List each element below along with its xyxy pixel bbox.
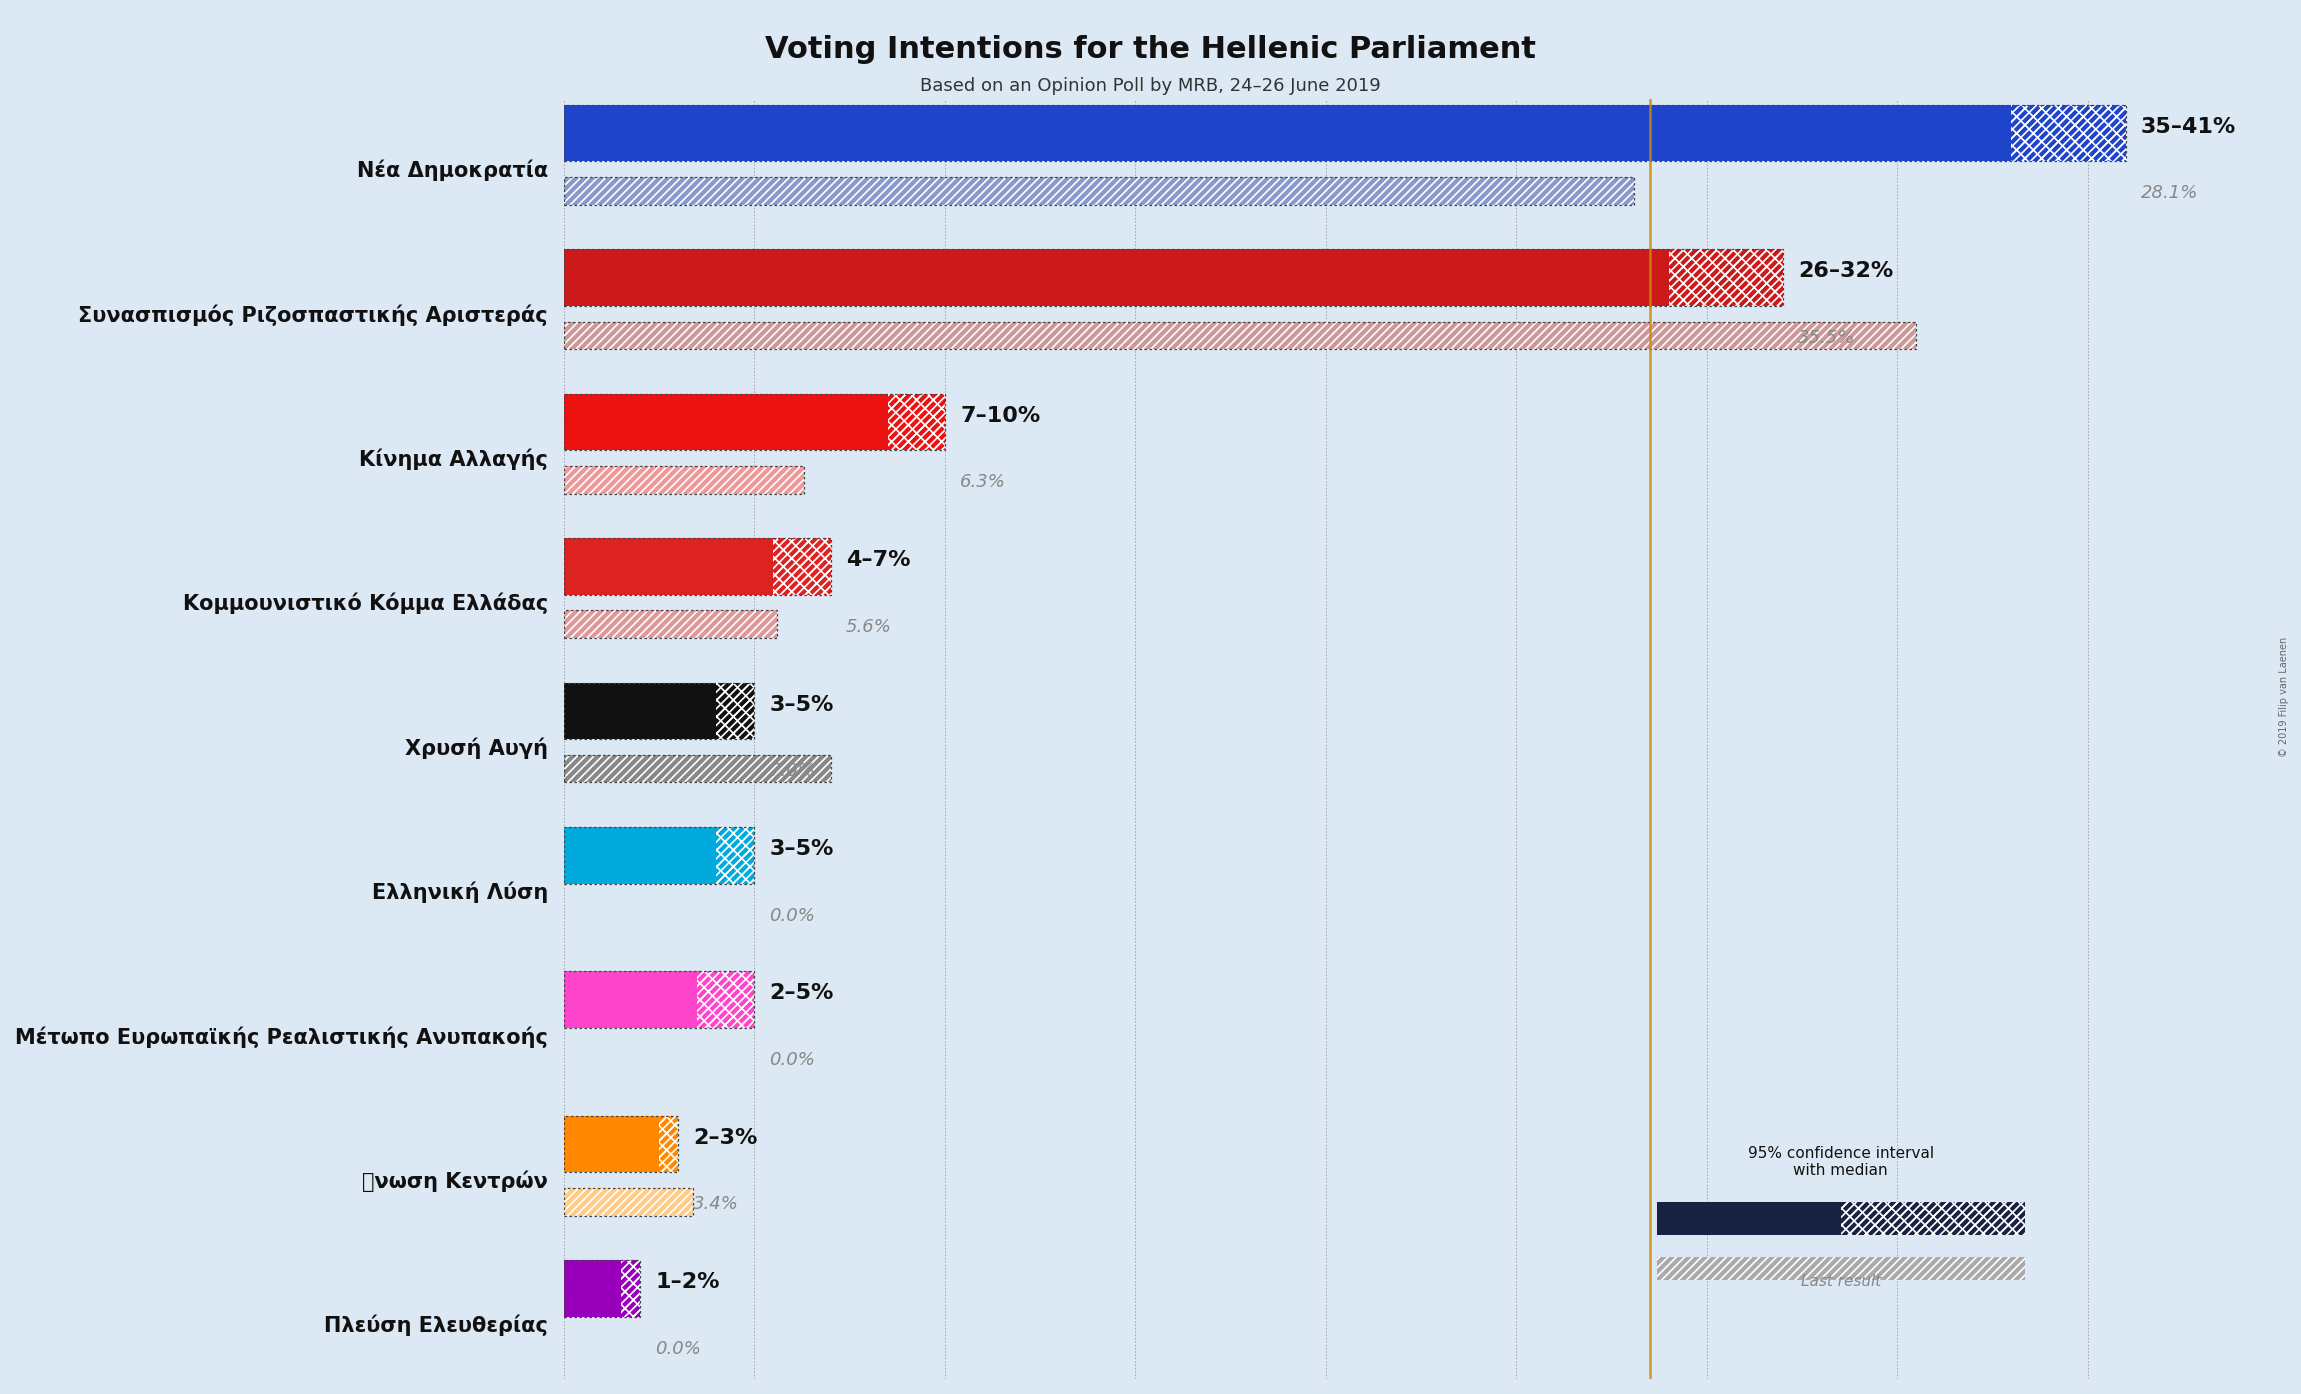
Text: Last result: Last result	[1802, 1274, 1880, 1289]
Bar	[2011, 105, 2126, 162]
Bar	[888, 393, 946, 450]
Text: 0.0%: 0.0%	[769, 906, 815, 924]
Bar	[564, 393, 888, 450]
Bar	[564, 1188, 693, 1216]
Bar	[1841, 1202, 2025, 1235]
Bar	[564, 105, 2126, 162]
Bar	[1668, 250, 1783, 305]
Bar	[564, 1260, 621, 1317]
Text: Voting Intentions for the Hellenic Parliament: Voting Intentions for the Hellenic Parli…	[764, 35, 1537, 64]
Bar	[564, 538, 831, 595]
Text: 0.0%: 0.0%	[656, 1340, 702, 1358]
Text: 5.6%: 5.6%	[847, 618, 890, 636]
Bar	[564, 466, 803, 493]
Text: 95% confidence interval
with median: 95% confidence interval with median	[1749, 1146, 1933, 1178]
Bar	[1657, 1257, 2025, 1280]
Text: 28.1%: 28.1%	[2140, 184, 2197, 202]
Bar	[1657, 1202, 1841, 1235]
Bar	[564, 393, 946, 450]
Text: 7–10%: 7–10%	[960, 406, 1040, 425]
Text: Based on an Opinion Poll by MRB, 24–26 June 2019: Based on an Opinion Poll by MRB, 24–26 J…	[920, 77, 1381, 95]
Bar	[564, 611, 778, 638]
Bar	[564, 972, 755, 1027]
Bar	[564, 611, 778, 638]
Text: 3.4%: 3.4%	[693, 1196, 739, 1213]
Bar	[564, 754, 831, 782]
Text: 7.0%: 7.0%	[769, 763, 815, 781]
Bar	[564, 322, 1917, 348]
Bar	[716, 827, 755, 884]
Text: 6.3%: 6.3%	[960, 474, 1006, 491]
Bar	[564, 250, 1783, 305]
Bar	[621, 1260, 640, 1317]
Text: 2–5%: 2–5%	[769, 983, 833, 1004]
Bar	[564, 538, 773, 595]
Text: 35.5%: 35.5%	[1797, 329, 1855, 347]
Text: 2–3%: 2–3%	[693, 1128, 757, 1147]
Text: 35–41%: 35–41%	[2140, 117, 2237, 137]
Bar	[564, 754, 831, 782]
Bar	[564, 177, 1634, 205]
Bar	[773, 538, 831, 595]
Bar	[1657, 1257, 2025, 1280]
Bar	[564, 1115, 658, 1172]
Bar	[564, 683, 755, 739]
Bar	[564, 322, 1917, 348]
Bar	[716, 683, 755, 739]
Bar	[716, 827, 755, 884]
Text: © 2019 Filip van Laenen: © 2019 Filip van Laenen	[2280, 637, 2289, 757]
Bar	[564, 611, 778, 638]
Bar	[564, 972, 697, 1027]
Bar	[564, 250, 1668, 305]
Bar	[564, 827, 716, 884]
Bar	[697, 972, 755, 1027]
Bar	[564, 105, 2011, 162]
Bar	[773, 538, 831, 595]
Text: 3–5%: 3–5%	[769, 694, 833, 715]
Bar	[564, 683, 716, 739]
Bar	[621, 1260, 640, 1317]
Bar	[697, 972, 755, 1027]
Bar	[564, 322, 1917, 348]
Bar	[564, 1115, 679, 1172]
Bar	[888, 393, 946, 450]
Bar	[564, 754, 831, 782]
Bar	[658, 1115, 679, 1172]
Text: 1–2%: 1–2%	[656, 1273, 720, 1292]
Bar	[564, 1188, 693, 1216]
Text: 0.0%: 0.0%	[769, 1051, 815, 1069]
Bar	[564, 1188, 693, 1216]
Bar	[1668, 250, 1783, 305]
Bar	[564, 177, 1634, 205]
Bar	[1841, 1202, 2025, 1235]
Text: 3–5%: 3–5%	[769, 839, 833, 859]
Bar	[564, 466, 803, 493]
Text: 26–32%: 26–32%	[1797, 261, 1894, 282]
Bar	[564, 466, 803, 493]
Bar	[658, 1115, 679, 1172]
Bar	[2011, 105, 2126, 162]
Bar	[564, 827, 755, 884]
Bar	[564, 1260, 640, 1317]
Text: 4–7%: 4–7%	[847, 551, 911, 570]
Bar	[716, 683, 755, 739]
Bar	[564, 177, 1634, 205]
